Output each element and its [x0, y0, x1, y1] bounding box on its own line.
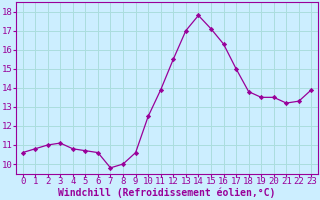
X-axis label: Windchill (Refroidissement éolien,°C): Windchill (Refroidissement éolien,°C) [58, 187, 276, 198]
